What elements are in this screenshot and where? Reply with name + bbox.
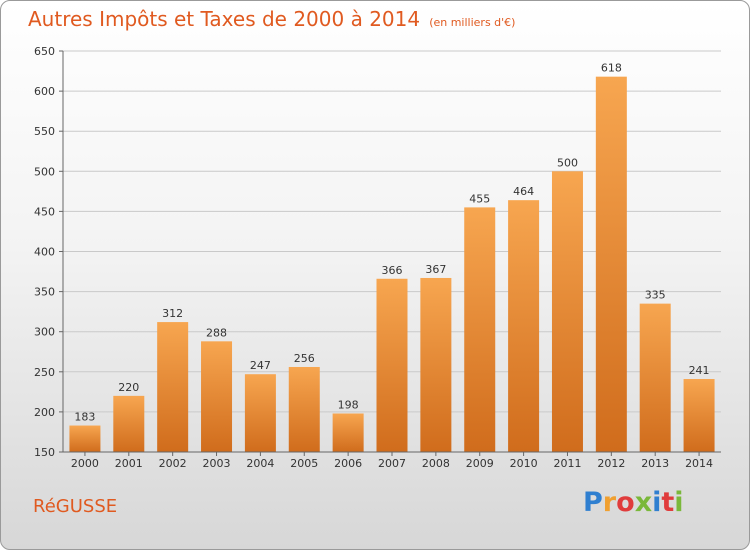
logo-letter: r [602,487,617,518]
proxiti-logo: Proxiti [583,487,684,518]
x-tick-label: 2005 [290,457,318,470]
x-tick-label: 2004 [246,457,274,470]
bar-value-label: 455 [469,192,490,205]
logo-letter: i [674,487,684,518]
bar-value-label: 312 [162,307,183,320]
axes [62,51,721,453]
bar-2003 [201,341,233,452]
bar-value-label: 288 [206,326,227,339]
bar-2014 [683,379,715,452]
x-tick-label: 2001 [115,457,143,470]
bar-2001 [113,395,145,452]
y-tick-label: 400 [34,246,55,259]
x-tick-label: 2003 [203,457,231,470]
y-tick-label: 550 [34,125,55,138]
bar-value-label: 367 [425,263,446,276]
bar-value-label: 256 [294,352,315,365]
bar-2011 [551,171,583,453]
x-tick-label: 2007 [378,457,406,470]
chart-title: Autres Impôts et Taxes de 2000 à 2014 (e… [28,7,515,31]
chart-unit: (en milliers d'€) [429,16,516,29]
logo-letter: i [652,487,662,518]
bar-2009 [464,207,496,452]
y-tick-label: 600 [34,85,55,98]
bar-2007 [376,278,408,452]
chart-title-text: Autres Impôts et Taxes de 2000 à 2014 [28,7,421,31]
y-tick-label: 300 [34,326,55,339]
bar-2000 [69,425,101,452]
bars: 183 220 312 288 247 256 198 366 367 455 464 500 618 3… [69,62,715,453]
bar-value-label: 220 [118,381,139,394]
x-tick-label: 2006 [334,457,362,470]
y-tick-label: 150 [34,446,55,459]
commune-name: RéGUSSE [33,496,118,517]
y-tick-label: 250 [34,366,55,379]
bar-value-label: 241 [689,364,710,377]
x-tick-label: 2010 [510,457,538,470]
bar-2004 [244,374,276,452]
x-tick-label: 2014 [685,457,713,470]
x-tick-label: 2000 [71,457,99,470]
y-tick-label: 650 [34,45,55,58]
x-tick-label: 2002 [159,457,187,470]
bar-2013 [639,303,671,452]
y-tick-label: 200 [34,406,55,419]
logo-letter: x [634,487,653,518]
bar-value-label: 335 [645,289,666,302]
bar-value-label: 198 [338,399,359,412]
y-tick-label: 350 [34,286,55,299]
bar-2006 [332,413,364,452]
x-tick-label: 2008 [422,457,450,470]
bar-value-label: 247 [250,359,271,372]
y-axis-ticks: 150 200 250 300 350 400 450 500 550 600 650 [34,45,63,459]
bar-value-label: 366 [382,264,403,277]
logo-letter: t [661,487,675,518]
x-tick-label: 2012 [597,457,625,470]
x-axis-ticks: 2000 2001 2002 2003 2004 2005 2006 2007 2008 2009… [71,452,713,470]
y-tick-label: 450 [34,205,55,218]
bar-value-label: 618 [601,62,622,75]
logo-letter: o [616,487,635,518]
bar-2005 [288,366,320,452]
bar-2002 [157,322,189,452]
bar-value-label: 183 [74,411,95,424]
bar-2010 [508,200,540,452]
x-tick-label: 2013 [641,457,669,470]
bar-value-label: 500 [557,156,578,169]
bar-value-label: 464 [513,185,534,198]
x-tick-label: 2011 [553,457,581,470]
bar-2012 [595,76,627,452]
x-tick-label: 2009 [466,457,494,470]
bar-2008 [420,277,452,452]
y-tick-label: 500 [34,165,55,178]
logo-letter: P [583,487,603,518]
